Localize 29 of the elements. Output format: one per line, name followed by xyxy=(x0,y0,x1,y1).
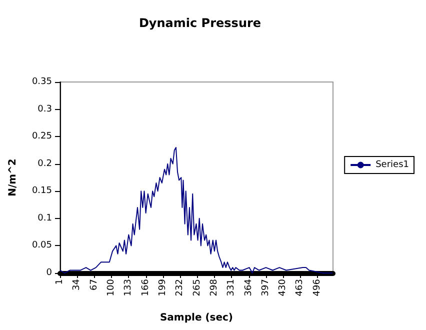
x-tick-label: 265 xyxy=(192,279,202,296)
y-tick-label: 0.3 xyxy=(38,104,52,114)
y-tick-label: 0.2 xyxy=(38,158,52,169)
x-tick-label: 496 xyxy=(312,278,322,296)
x-tick-label: 232 xyxy=(175,279,186,296)
x-tick-label: 463 xyxy=(295,279,306,296)
x-tick-label: 1 xyxy=(55,279,65,285)
y-tick-label: 0.05 xyxy=(32,240,52,251)
x-tick-label: 34 xyxy=(72,278,82,290)
x-tick-label: 133 xyxy=(124,279,134,296)
x-tick-label: 100 xyxy=(106,278,116,296)
line-series xyxy=(60,146,333,274)
x-tick-label: 199 xyxy=(158,278,168,296)
y-axis-title: N/m^2 xyxy=(8,158,18,196)
x-tick-label: 166 xyxy=(140,278,151,296)
x-tick-label: 298 xyxy=(209,278,220,296)
x-axis-title: Sample (sec) xyxy=(160,312,234,324)
y-tick-label: 0.35 xyxy=(32,77,52,87)
chart-title: Dynamic Pressure xyxy=(138,16,262,30)
x-tick-label: 364 xyxy=(244,278,254,296)
x-tick-label: 397 xyxy=(260,279,271,296)
legend-label: Series1 xyxy=(376,160,410,170)
x-tick-label: 331 xyxy=(226,279,237,296)
y-tick-label: 0.15 xyxy=(32,186,52,196)
x-tick-label: 430 xyxy=(278,278,288,296)
x-tick-label: 67 xyxy=(89,279,100,290)
y-tick-label: 0.25 xyxy=(32,132,52,142)
y-tick-label: 0.1 xyxy=(38,213,52,224)
y-tick-label: 0 xyxy=(46,268,52,278)
